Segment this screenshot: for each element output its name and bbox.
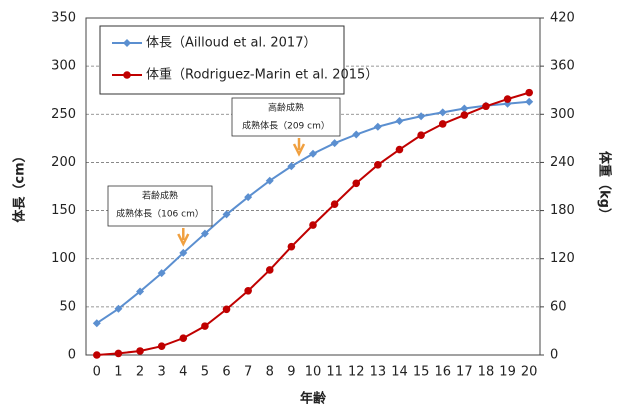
point [222,305,231,314]
point [179,334,188,342]
y-tick-label: 200 [51,155,76,170]
annotation-text: 高齢成熟 [268,102,304,114]
point [222,210,231,219]
point [136,347,144,355]
x-tick-label: 17 [456,365,473,380]
point [525,88,533,97]
y2-tick-label: 300 [550,107,575,122]
point [503,95,512,103]
x-tick-label: 5 [201,365,209,380]
point [438,108,447,117]
point [460,111,469,119]
x-tick-label: 12 [348,365,365,380]
x-axis-title: 年齢 [300,391,327,407]
point [460,104,469,113]
x-tick-label: 8 [266,365,274,380]
x-tick-label: 4 [179,365,187,380]
point [352,179,361,188]
point [330,139,339,148]
x-tick-label: 20 [521,365,538,380]
x-tick-label: 10 [305,365,322,380]
point [114,349,123,358]
x-tick-label: 6 [222,365,230,380]
point [114,304,123,313]
point [244,287,252,295]
point [395,145,404,154]
point [157,342,166,350]
plot-frame [85,17,541,356]
x-tick-label: 14 [391,365,408,380]
x-tick-label: 19 [499,365,516,380]
y2-tick-label: 420 [550,11,575,26]
point [417,131,425,139]
x-tick-label: 18 [478,365,495,380]
y-tick-label: 100 [51,251,76,266]
x-tick-label: 2 [136,365,144,380]
point [244,193,253,202]
y-tick-label: 150 [51,203,76,218]
x-tick-label: 3 [158,365,166,380]
annotation-text: 成熟体長（106 cm） [116,208,204,220]
point [417,112,426,121]
y2-tick-label: 180 [550,203,575,218]
x-tick-label: 9 [287,365,295,380]
point [92,319,101,328]
point [309,221,317,229]
legend-marker [123,39,131,47]
x-tick-label: 13 [370,365,387,380]
y2-tick-label: 360 [550,59,575,74]
point [201,322,209,330]
y-tick-label: 350 [51,11,76,26]
annotation-box [231,97,341,137]
point [93,351,101,359]
y2-tick-label: 120 [550,251,575,266]
point [373,122,382,131]
annotation-arrow [292,138,306,157]
legend-box [99,25,345,95]
annotation-arrow [177,228,190,247]
point [330,200,339,208]
legend-marker [123,71,131,79]
point [352,130,361,139]
y2-tick-label: 60 [550,299,567,314]
y2-tick-label: 240 [550,155,575,170]
point [374,161,382,169]
point [200,229,209,238]
y-tick-label: 0 [68,348,76,363]
point [287,242,296,251]
point [136,287,145,296]
legend-label: 体長（Ailloud et al. 2017） [146,36,316,51]
point [438,120,447,128]
annotation-text: 若齢成熟 [142,190,178,202]
x-tick-label: 15 [413,365,430,380]
point [525,97,534,106]
point [309,149,317,158]
legend-label: 体重（Rodriguez-Marin et al. 2015） [146,67,378,83]
point [265,266,274,274]
y2-tick-label: 0 [550,348,558,363]
point [157,269,166,278]
x-tick-label: 7 [244,365,252,380]
x-tick-label: 1 [114,365,122,380]
y-tick-label: 250 [51,107,76,122]
point [287,162,296,171]
x-tick-label: 16 [434,365,451,380]
y2-axis-title: 体重（kg） [597,151,613,221]
annotation-box [107,185,213,227]
y-tick-label: 50 [59,299,76,314]
y-tick-label: 300 [51,59,76,74]
point [482,102,490,111]
point [395,117,404,126]
point [265,176,274,185]
annotation-text: 成熟体長（209 cm） [242,120,330,132]
x-tick-label: 0 [93,365,101,380]
y-axis-title: 体長（cm） [12,149,28,222]
x-tick-label: 11 [326,365,343,380]
point [179,248,188,257]
